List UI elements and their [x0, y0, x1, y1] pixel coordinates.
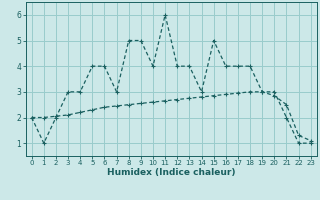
X-axis label: Humidex (Indice chaleur): Humidex (Indice chaleur)	[107, 168, 236, 177]
